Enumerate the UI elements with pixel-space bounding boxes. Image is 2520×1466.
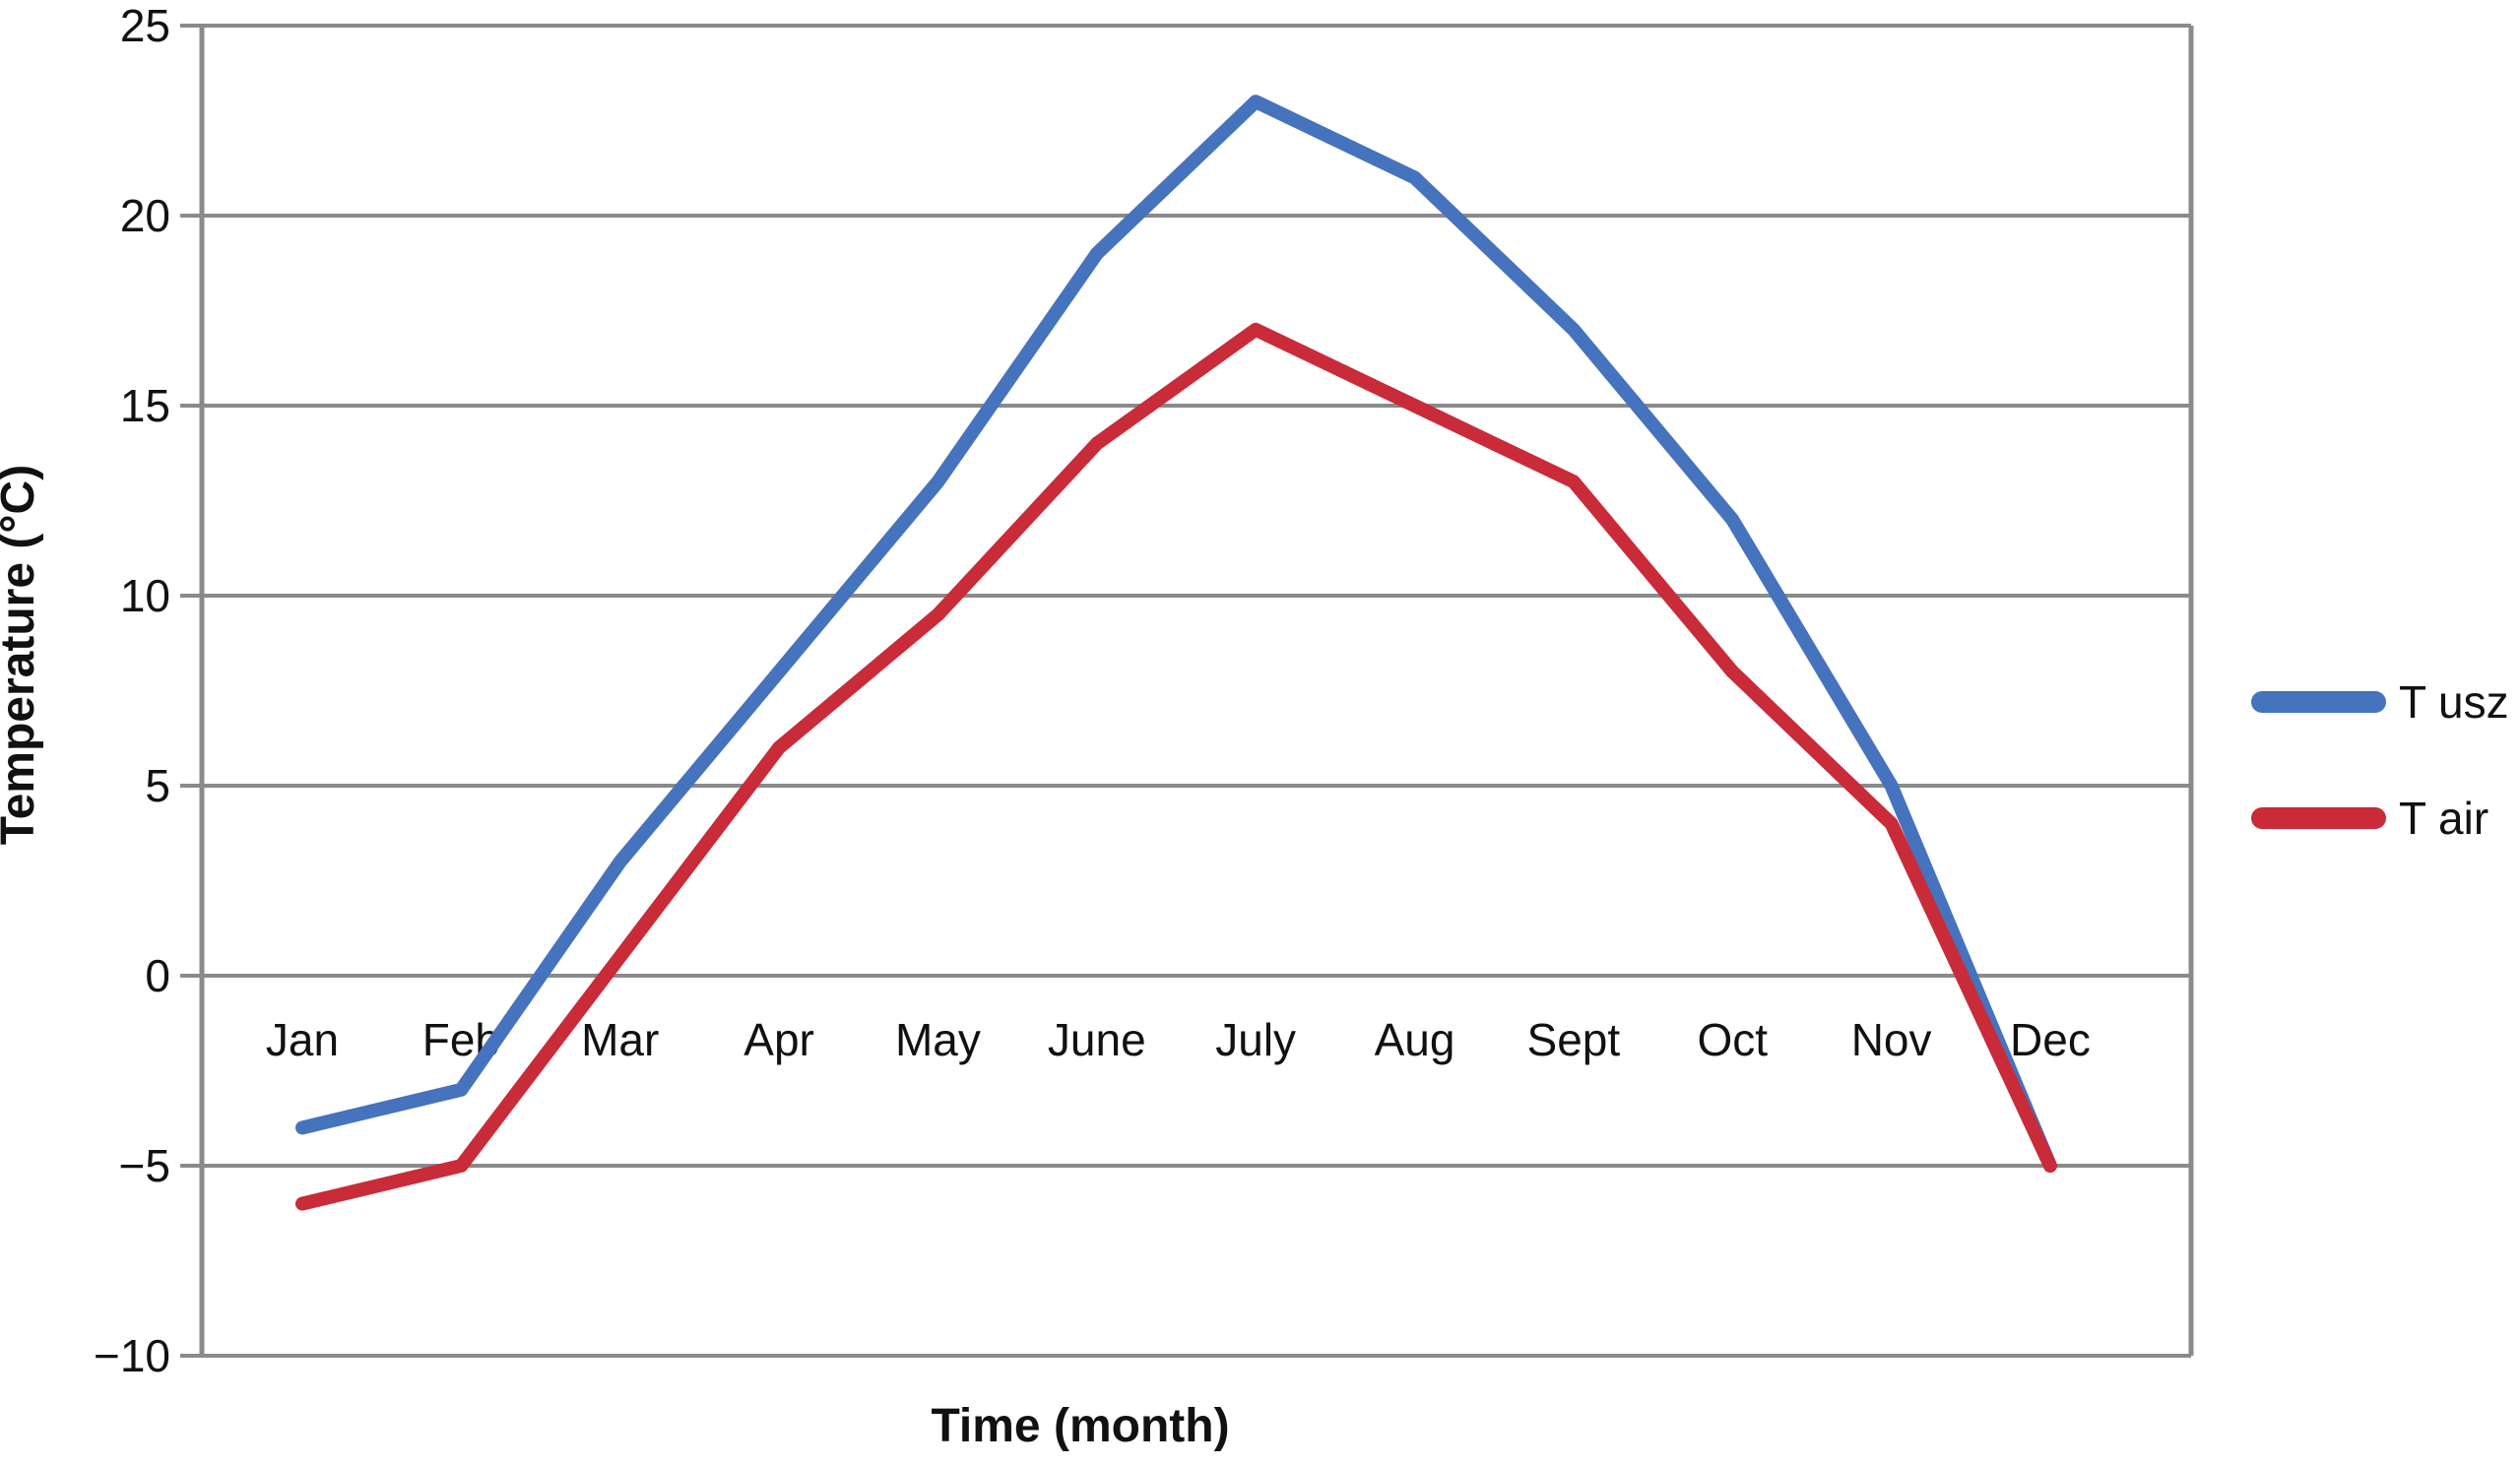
x-tick-label: May (895, 1014, 981, 1065)
y-tick-label: −10 (94, 1330, 170, 1381)
x-tick-label: Jan (266, 1014, 339, 1065)
legend-item: T air (2251, 793, 2488, 844)
y-axis-tick-labels: 25 20 15 10 5 0 −5 −10 (94, 0, 170, 1381)
x-tick-label: July (1215, 1014, 1296, 1065)
x-tick-label: Sept (1527, 1014, 1621, 1065)
legend-label: T usz (2399, 676, 2509, 728)
y-tick-label: −5 (119, 1140, 170, 1191)
x-tick-label: Apr (743, 1014, 814, 1065)
y-tick-label: 20 (120, 190, 170, 241)
legend-item: T usz (2251, 676, 2509, 728)
x-tick-label: Nov (1851, 1014, 1932, 1065)
x-tick-label: Oct (1697, 1014, 1768, 1065)
y-tick-label: 25 (120, 0, 170, 51)
legend: T usz T air (2251, 676, 2509, 844)
x-axis-title: Time (month) (931, 1400, 1229, 1452)
y-tick-label: 0 (145, 950, 170, 1001)
x-tick-label: Aug (1375, 1014, 1455, 1065)
y-tick-label: 15 (120, 380, 170, 431)
x-tick-label: Dec (2010, 1014, 2091, 1065)
x-tick-label: June (1048, 1014, 1146, 1065)
x-tick-label: Mar (581, 1014, 659, 1065)
x-axis-month-labels: Jan Feb Mar Apr May June July Aug Sept Oct Nov Dec (266, 1014, 2091, 1065)
y-tick-label: 10 (120, 570, 170, 621)
series-line-t-air (295, 322, 2057, 1211)
series-line-t-usz (295, 95, 2057, 1173)
y-tick-label: 5 (145, 760, 170, 811)
legend-label: T air (2399, 793, 2488, 844)
y-axis-title: Temperature (°C) (0, 465, 44, 845)
